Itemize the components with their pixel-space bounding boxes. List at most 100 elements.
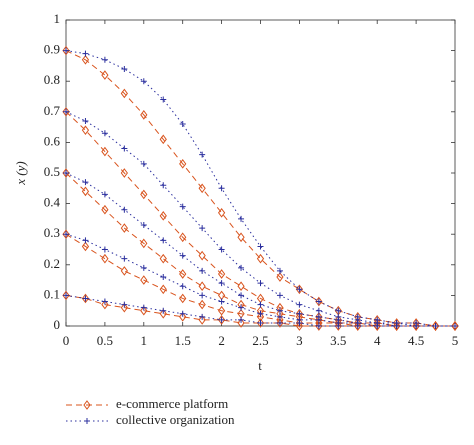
diamond-marker	[101, 70, 109, 80]
plus-marker	[238, 215, 245, 222]
plus-marker	[121, 145, 128, 152]
x-tick-label: 3.5	[330, 333, 346, 348]
plus-marker	[374, 323, 381, 329]
diamond-marker	[140, 238, 148, 249]
y-tick-label: 0.3	[44, 225, 60, 240]
plus-marker	[160, 274, 167, 281]
y-tick-label: 0.9	[44, 42, 60, 57]
plus-marker	[276, 313, 283, 320]
diamond-marker	[198, 299, 206, 310]
plus-marker	[84, 418, 90, 424]
series-line	[65, 111, 455, 327]
diamond-marker	[120, 223, 128, 233]
diamond-marker	[179, 269, 187, 279]
y-axis-label: x (y)	[13, 161, 28, 185]
diamond-marker	[120, 168, 128, 178]
legend-label: collective organization	[116, 412, 235, 427]
diamond-marker	[256, 318, 265, 328]
diamond-marker	[295, 321, 304, 331]
plus-marker	[101, 191, 108, 198]
series-line	[65, 50, 455, 327]
plus-marker	[276, 267, 283, 274]
x-tick-label: 2	[218, 333, 225, 348]
plus-marker	[199, 313, 206, 320]
diamond-marker	[81, 186, 90, 197]
plus-marker	[432, 323, 439, 329]
plus-marker	[452, 323, 458, 329]
plus-marker	[179, 310, 186, 317]
plus-marker	[63, 170, 69, 176]
plus-marker	[63, 108, 69, 115]
plus-marker	[296, 319, 303, 326]
y-tick-label: 0.8	[44, 72, 60, 87]
y-tick-label: 0.7	[44, 103, 61, 118]
diamond-marker	[159, 253, 167, 264]
x-tick-label: 0.5	[97, 333, 113, 348]
plus-marker	[238, 316, 245, 323]
diamond-marker	[315, 321, 323, 331]
diamond-marker	[198, 250, 206, 261]
plus-marker	[296, 301, 303, 308]
x-tick-label: 4	[374, 333, 381, 348]
plus-marker	[140, 222, 147, 229]
plus-marker	[101, 130, 108, 137]
diamond-marker	[140, 110, 148, 120]
plus-marker	[199, 267, 206, 274]
plus-marker	[101, 56, 108, 63]
plus-marker	[257, 280, 264, 287]
series-line	[65, 233, 455, 327]
series-line	[65, 172, 455, 327]
diamond-marker	[179, 293, 187, 304]
diamond-marker	[120, 266, 128, 276]
plus-marker	[82, 117, 89, 124]
plus-marker	[63, 292, 69, 299]
plus-marker	[140, 78, 147, 85]
plus-marker	[393, 323, 400, 329]
x-axis-label: t	[258, 358, 262, 373]
plus-marker	[179, 121, 186, 128]
plus-marker	[82, 50, 89, 57]
diamond-marker	[159, 134, 167, 145]
plus-marker	[315, 307, 322, 314]
x-tick-label: 4.5	[408, 333, 424, 348]
plus-marker	[140, 160, 147, 167]
diamond-marker	[393, 321, 401, 331]
plus-marker	[160, 96, 167, 103]
plus-marker	[218, 316, 225, 323]
diamond-marker	[120, 302, 128, 313]
plus-marker	[179, 252, 186, 259]
plus-marker	[413, 323, 420, 329]
diamond-marker	[62, 45, 70, 56]
y-tick-label: 0.6	[44, 133, 61, 148]
diamond-marker	[198, 183, 206, 194]
plus-marker	[199, 292, 206, 299]
diamond-marker	[431, 321, 440, 331]
diamond-marker	[179, 232, 187, 243]
diamond-marker	[101, 146, 109, 157]
plus-marker	[238, 292, 245, 299]
diamond-marker	[159, 308, 167, 319]
diamond-marker	[140, 189, 148, 200]
plus-marker	[218, 298, 225, 305]
diamond-marker	[140, 275, 148, 285]
plus-marker	[218, 280, 225, 287]
x-tick-label: 5	[452, 333, 459, 348]
diamond-marker	[412, 321, 420, 331]
diamond-marker	[159, 284, 167, 295]
plus-marker	[276, 319, 283, 326]
diamond-marker	[101, 204, 109, 215]
diamond-marker	[237, 318, 245, 328]
diamond-marker	[81, 54, 90, 65]
plus-marker	[140, 304, 147, 311]
diamond-marker	[101, 299, 109, 310]
plus-marker	[276, 307, 283, 314]
x-tick-label: 1.5	[175, 333, 191, 348]
y-tick-label: 0.1	[44, 286, 60, 301]
diamond-marker	[62, 290, 70, 301]
diamond-marker	[81, 293, 90, 304]
plus-marker	[82, 295, 89, 302]
diamond-marker	[81, 241, 90, 252]
plus-marker	[63, 47, 69, 54]
diamond-marker	[62, 229, 70, 240]
